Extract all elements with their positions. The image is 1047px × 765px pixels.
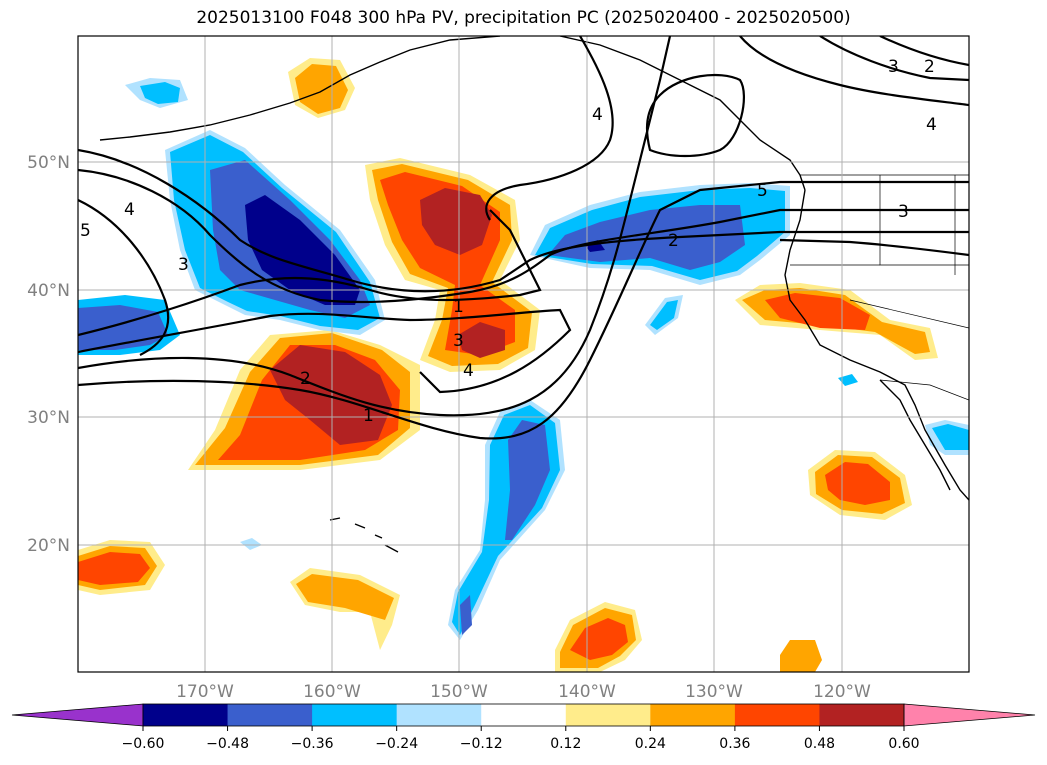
colorbar-extend-min	[11, 703, 144, 727]
hawaii-islands	[329, 517, 399, 553]
pv-contour	[78, 36, 672, 417]
precip-region	[650, 300, 678, 330]
colorbar-tick-label: −0.24	[375, 736, 418, 752]
colorbar-tick-label: −0.60	[122, 736, 165, 752]
contour-label: 2	[668, 231, 679, 251]
precip-region	[240, 538, 262, 550]
colorbar-extend-max	[903, 703, 1036, 727]
precip-region	[838, 374, 858, 386]
us-mexico-border	[879, 379, 969, 401]
colorbar-segment	[650, 704, 736, 726]
precip-region	[780, 640, 822, 672]
lon-label: 140°W	[558, 682, 616, 702]
colorbar-segment	[734, 704, 820, 726]
colorbar-tick-label: 0.24	[635, 736, 666, 752]
state-border	[849, 299, 969, 329]
pv-contour	[779, 238, 969, 257]
colorbar-frame	[142, 703, 905, 727]
coastlines	[99, 36, 969, 553]
colorbar-tick-label: 0.48	[804, 736, 835, 752]
colorbar: −0.60 −0.48 −0.36 −0.24 −0.12 0.12 0.24 0.36 0.4…	[11, 703, 1036, 752]
chart-title: 2025013100 F048 300 hPa PV, precipitatio…	[196, 8, 851, 28]
colorbar-segment	[565, 704, 651, 726]
precip-region	[140, 82, 180, 104]
pv-contour	[78, 308, 572, 394]
colorbar-segment	[143, 704, 229, 726]
colorbar-tick-label: 0.36	[719, 736, 750, 752]
precip-region	[78, 552, 150, 585]
pv-contour-labels: 1 3 4 2 1 2 5 3 4 4 3 2 4 5 3	[80, 57, 937, 426]
precip-region	[825, 462, 890, 505]
pv-contours	[78, 36, 969, 440]
contour-label: 3	[898, 202, 909, 222]
lon-label: 130°W	[685, 682, 743, 702]
lon-label: 160°W	[303, 682, 361, 702]
colorbar-segment	[396, 704, 482, 726]
pv-contour	[78, 199, 170, 356]
contour-label: 4	[463, 361, 474, 381]
colorbar-tick-label: 0.60	[888, 736, 919, 752]
north-america-coast	[784, 189, 969, 501]
colorbar-segment	[312, 704, 398, 726]
contour-label: 4	[124, 200, 135, 220]
colorbar-segment	[481, 704, 567, 726]
borders	[790, 174, 969, 401]
colorbar-tick-label: −0.36	[291, 736, 334, 752]
contour-label: 1	[363, 406, 374, 426]
gridlines	[78, 36, 969, 672]
colorbar-tick-label: −0.12	[460, 736, 503, 752]
lat-label: 50°N	[27, 153, 70, 173]
precip-region	[460, 595, 472, 635]
contour-label: 3	[178, 255, 189, 275]
colorbar-segment	[227, 704, 313, 726]
baja-california	[879, 379, 951, 491]
pv-contour	[485, 36, 614, 221]
lat-label: 40°N	[27, 281, 70, 301]
precip-region	[245, 195, 360, 305]
contour-label: 5	[80, 221, 91, 241]
colorbar-tick-label: 0.12	[550, 736, 581, 752]
pv-contour	[78, 180, 969, 440]
colorbar-segment	[819, 704, 905, 726]
precip-region	[270, 345, 392, 445]
lat-label: 20°N	[27, 536, 70, 556]
pv-contour	[879, 36, 969, 67]
contour-label: 4	[926, 115, 937, 135]
contour-label: 2	[300, 369, 311, 389]
pv-contour	[645, 73, 745, 158]
colorbar-tick-label: −0.48	[206, 736, 249, 752]
precip-region	[420, 188, 492, 255]
lat-label: 30°N	[27, 408, 70, 428]
pv-contour	[78, 168, 969, 304]
lon-label: 120°W	[813, 682, 871, 702]
precip-region	[295, 64, 348, 114]
contour-label: 5	[757, 181, 768, 201]
contour-label: 1	[453, 297, 464, 317]
pv-contour	[739, 36, 969, 107]
lon-label: 170°W	[176, 682, 234, 702]
precip-region	[570, 618, 628, 660]
contour-label: 2	[924, 57, 935, 77]
precip-region	[296, 574, 394, 620]
precip-region	[505, 420, 550, 540]
lon-label: 150°W	[430, 682, 488, 702]
latitude-labels: 50°N 40°N 30°N 20°N	[27, 153, 70, 556]
aleutian-islands	[99, 36, 501, 141]
contour-label: 4	[592, 105, 603, 125]
precip-region	[458, 322, 505, 358]
longitude-labels: 170°W 160°W 150°W 140°W 130°W 120°W	[176, 682, 871, 702]
map-frame	[77, 35, 970, 673]
precip-region	[932, 424, 969, 450]
contour-label: 3	[888, 57, 899, 77]
pv-contour	[819, 36, 969, 82]
alaska-coast	[559, 36, 806, 191]
contour-label: 3	[453, 331, 464, 351]
